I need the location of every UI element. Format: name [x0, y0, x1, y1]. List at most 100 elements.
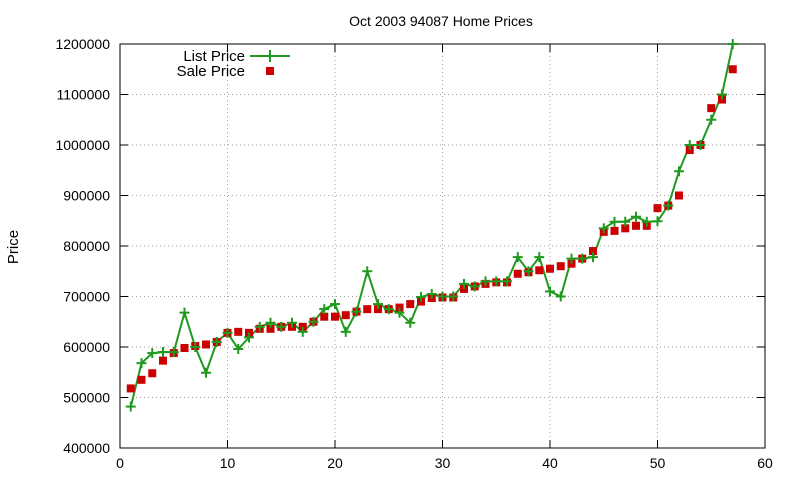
list-price-point	[566, 253, 577, 264]
list-price-point	[254, 321, 265, 332]
x-tick-label: 40	[542, 455, 558, 471]
list-price-point	[416, 292, 426, 303]
y-tick-label: 1100000	[57, 87, 111, 103]
x-tick-label: 60	[757, 455, 773, 471]
list-price-point	[684, 140, 695, 150]
list-price-point	[523, 266, 534, 277]
plot-area	[125, 39, 738, 412]
list-price-point	[340, 326, 351, 337]
sale-price-point	[234, 327, 243, 336]
list-price-point	[706, 114, 717, 125]
list-price-line	[129, 43, 734, 407]
list-price-point	[147, 348, 158, 359]
list-price-point	[631, 211, 641, 222]
sale-price-point	[653, 204, 662, 213]
list-price-point	[308, 316, 319, 327]
sale-price-point	[460, 284, 468, 293]
sale-price-point	[513, 269, 522, 278]
list-price-point	[405, 317, 416, 328]
list-price-point	[512, 252, 523, 263]
list-price-point	[652, 216, 663, 227]
sale-price-point	[556, 262, 565, 271]
y-tick-label: 400000	[63, 440, 110, 456]
list-price-point	[426, 288, 437, 299]
sale-price-point	[406, 300, 415, 309]
legend-sample-sale-price	[266, 67, 274, 75]
list-price-point	[609, 216, 620, 227]
list-price-point	[459, 278, 469, 289]
x-tick-label: 20	[327, 455, 343, 471]
sale-price-point	[137, 375, 146, 384]
list-price-point	[179, 307, 190, 318]
list-price-point	[190, 342, 201, 352]
list-price-point	[125, 401, 136, 412]
sale-price-point	[610, 226, 619, 235]
legend-sample-list-price	[250, 50, 290, 62]
list-price-point	[663, 200, 674, 211]
sale-price-point	[202, 340, 210, 349]
list-price-point	[448, 291, 459, 302]
sale-price-point	[266, 324, 275, 333]
list-price-point	[545, 286, 555, 297]
y-tick-label: 600000	[63, 339, 110, 355]
sale-price-point	[632, 221, 640, 230]
list-price-point	[437, 291, 448, 302]
list-price-point	[265, 317, 276, 328]
list-price-point	[555, 291, 566, 302]
sale-price-point	[159, 356, 167, 365]
list-price-point	[168, 347, 179, 358]
list-price-point	[620, 216, 631, 227]
y-tick-label: 900000	[63, 188, 110, 204]
sale-price-point	[298, 322, 307, 331]
sale-price-point	[589, 247, 597, 256]
legend-label-sale-price: Sale Price	[177, 63, 245, 80]
sale-price-point	[718, 95, 726, 104]
list-price-point	[136, 358, 147, 369]
list-price-point	[297, 326, 308, 337]
list-price-point	[244, 332, 254, 343]
y-axis-title: Price	[5, 230, 22, 264]
x-tick-label: 0	[116, 455, 124, 471]
plot-frame	[119, 43, 766, 449]
sale-price-point	[320, 312, 329, 321]
sale-price-point	[180, 344, 189, 353]
y-tick-label: 1000000	[55, 137, 110, 153]
list-price-point	[276, 321, 287, 332]
list-price-point	[577, 253, 588, 264]
sale-price-point	[728, 65, 737, 74]
legend: List Price Sale Price	[177, 48, 290, 80]
legend-square-sale-price	[266, 67, 274, 75]
sale-price-point	[675, 191, 683, 200]
list-price-point	[598, 223, 609, 234]
sale-price-point	[685, 146, 694, 155]
legend-label-list-price: List Price	[183, 48, 245, 65]
sale-price-point	[148, 369, 157, 378]
list-price-point	[469, 281, 480, 292]
list-price-point	[201, 367, 211, 378]
list-price-point	[330, 299, 340, 310]
list-price-point	[641, 216, 652, 227]
list-price-point	[158, 347, 168, 358]
sale-price-point	[567, 259, 576, 268]
list-price-point	[394, 307, 405, 318]
list-price-point	[222, 327, 233, 338]
y-tick-label: 1200000	[55, 36, 110, 52]
list-price-point	[233, 344, 244, 355]
sale-price-point	[707, 104, 716, 113]
y-tick-label: 500000	[63, 390, 110, 406]
x-tick-label: 10	[220, 455, 236, 471]
x-tick-label: 30	[435, 455, 451, 471]
list-price-point	[491, 276, 502, 287]
list-price-point	[502, 276, 512, 287]
list-price-point	[287, 317, 297, 328]
x-tick-label: 50	[650, 455, 666, 471]
list-price-point	[362, 266, 373, 277]
list-price-point	[383, 304, 394, 315]
sale-price-point	[546, 264, 554, 273]
sale-price-point	[621, 224, 630, 233]
sale-price-point	[341, 311, 350, 320]
list-price-point	[534, 252, 545, 263]
sale-price-point	[331, 312, 339, 321]
sale-price-point	[363, 305, 372, 314]
